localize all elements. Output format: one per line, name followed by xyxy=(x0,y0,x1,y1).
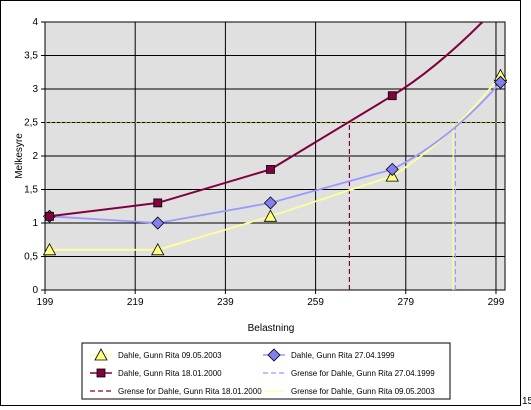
legend-label: Grense for Dahle, Gunn Rita 18.01.2000 xyxy=(118,387,262,396)
data-point-triangle xyxy=(151,242,165,256)
x-tick-label: 199 xyxy=(37,297,54,308)
x-tick-label: 259 xyxy=(307,297,324,308)
legend-label: Dahle, Gunn Rita 09.05.2003 xyxy=(118,351,222,360)
page-number: 15 xyxy=(522,396,531,407)
y-tick-label: 3 xyxy=(32,84,38,95)
legend-label: Grense for Dahle, Gunn Rita 27.04.1999 xyxy=(291,369,435,378)
y-tick-label: 0 xyxy=(32,285,38,296)
data-point-diamond xyxy=(151,216,165,230)
y-tick-label: 2,5 xyxy=(24,118,38,129)
x-tick-label: 279 xyxy=(397,297,414,308)
legend: Dahle, Gunn Rita 09.05.2003 Dahle, Gunn R… xyxy=(81,342,451,400)
x-tick-label: 299 xyxy=(488,297,505,308)
legend-label: Dahle, Gunn Rita 18.01.2000 xyxy=(118,369,222,378)
data-point-square xyxy=(153,198,163,208)
data-point-diamond xyxy=(493,75,508,89)
series-line xyxy=(49,21,484,218)
data-point-diamond xyxy=(263,196,278,210)
x-tick-label: 239 xyxy=(217,297,234,308)
data-point-square xyxy=(266,164,275,174)
x-axis-title: Belastning xyxy=(248,323,295,334)
line-chart: 0 0,5 1 1,5 2 2,5 3 3,5 4 199 219 239 259 279 299 Melk… xyxy=(14,17,508,400)
data-point-triangle xyxy=(42,242,57,256)
y-tick-label: 4 xyxy=(32,17,38,28)
legend-marker xyxy=(96,368,106,378)
legend-box xyxy=(81,342,451,400)
legend-marker xyxy=(94,348,108,361)
y-tick-label: 3,5 xyxy=(24,51,38,62)
y-tick-label: 2 xyxy=(32,151,38,162)
series-line xyxy=(49,81,502,224)
data-point-diamond xyxy=(385,162,399,176)
legend-label: Grense for Dahle, Gunn Rita 09.05.2003 xyxy=(291,387,435,396)
data-point-square xyxy=(387,91,397,101)
y-tick-label: 0,5 xyxy=(24,252,38,263)
y-tick-label: 1,5 xyxy=(24,185,38,196)
x-tick-label: 219 xyxy=(127,297,144,308)
legend-marker xyxy=(267,348,281,362)
y-tick-label: 1 xyxy=(32,218,38,229)
legend-label: Dahle, Gunn Rita 27.04.1999 xyxy=(291,351,395,360)
y-axis-title: Melkesyre xyxy=(14,133,25,179)
data-point-triangle xyxy=(263,209,278,222)
data-point-square xyxy=(45,211,54,221)
